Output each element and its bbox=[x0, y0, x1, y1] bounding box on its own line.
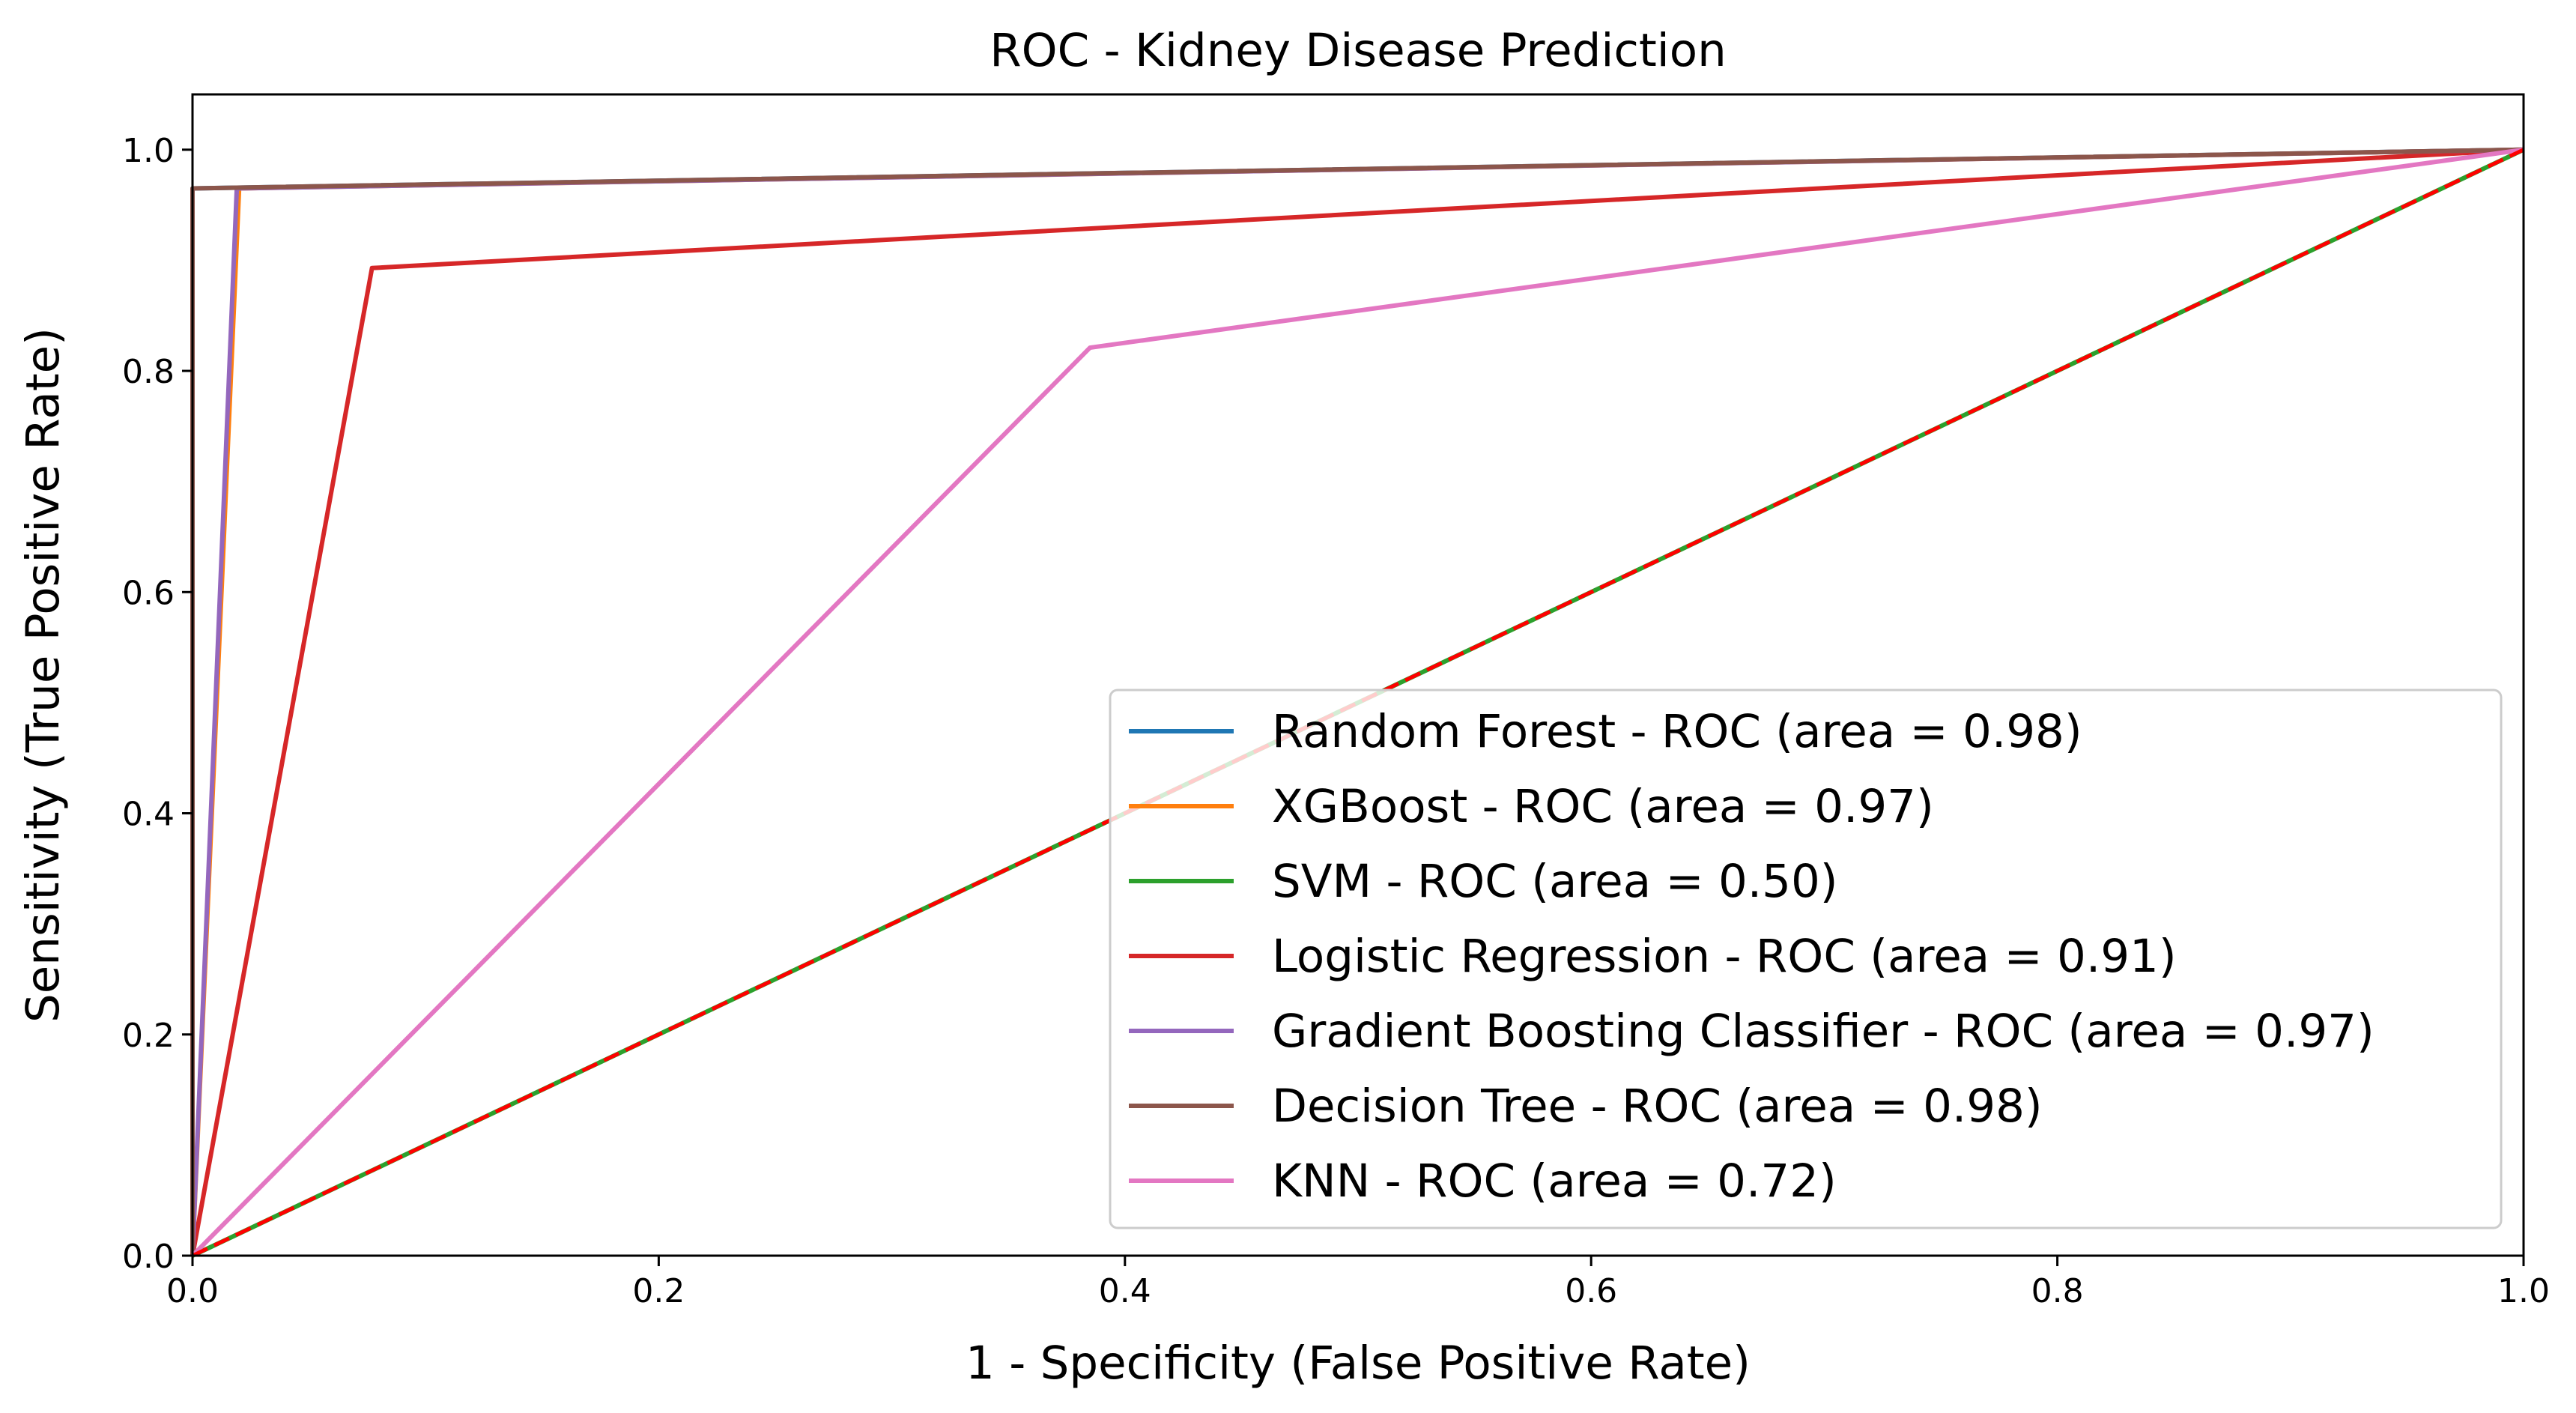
y-tick-label: 0.4 bbox=[122, 796, 175, 834]
legend: Random Forest - ROC (area = 0.98) XGBoost… bbox=[1109, 689, 2503, 1229]
plot-frame bbox=[191, 93, 2525, 1257]
y-axis: 0.0 0.2 0.4 0.6 0.8 1.0 bbox=[122, 132, 193, 1276]
x-tick-label: 0.6 bbox=[1565, 1272, 1617, 1310]
y-tick-label: 0.0 bbox=[122, 1238, 175, 1276]
legend-label: Random Forest - ROC (area = 0.98) bbox=[1272, 705, 2082, 758]
x-tick-label: 1.0 bbox=[2497, 1272, 2550, 1310]
y-tick-label: 0.2 bbox=[122, 1017, 175, 1055]
y-tick-label: 1.0 bbox=[122, 132, 175, 170]
series-line-logistic-regression bbox=[190, 147, 2524, 1256]
legend-label: Decision Tree - ROC (area = 0.98) bbox=[1272, 1080, 2043, 1133]
legend-label: XGBoost - ROC (area = 0.97) bbox=[1272, 780, 1934, 833]
x-axis-label: 1 - Specificity (False Positive Rate) bbox=[966, 1337, 1751, 1390]
y-tick-label: 0.8 bbox=[122, 353, 175, 391]
y-axis-label: Sensitivity (True Positive Rate) bbox=[16, 327, 70, 1023]
legend-label: Logistic Regression - ROC (area = 0.91) bbox=[1272, 930, 2177, 983]
legend-box bbox=[1109, 689, 2503, 1229]
x-axis: 0.0 0.2 0.4 0.6 0.8 1.0 bbox=[166, 1256, 2550, 1310]
x-tick-label: 0.8 bbox=[2031, 1272, 2084, 1310]
legend-label: Gradient Boosting Classifier - ROC (area… bbox=[1272, 1005, 2375, 1058]
chart-title: ROC - Kidney Disease Prediction bbox=[990, 24, 1726, 77]
legend-label: KNN - ROC (area = 0.72) bbox=[1272, 1155, 1837, 1208]
x-tick-label: 0.4 bbox=[1099, 1272, 1151, 1310]
series-line-knn bbox=[190, 147, 2524, 1258]
legend-label: SVM - ROC (area = 0.50) bbox=[1272, 855, 1838, 908]
y-tick-label: 0.6 bbox=[122, 574, 175, 612]
x-tick-label: 0.2 bbox=[632, 1272, 685, 1310]
x-tick-label: 0.0 bbox=[166, 1272, 219, 1310]
